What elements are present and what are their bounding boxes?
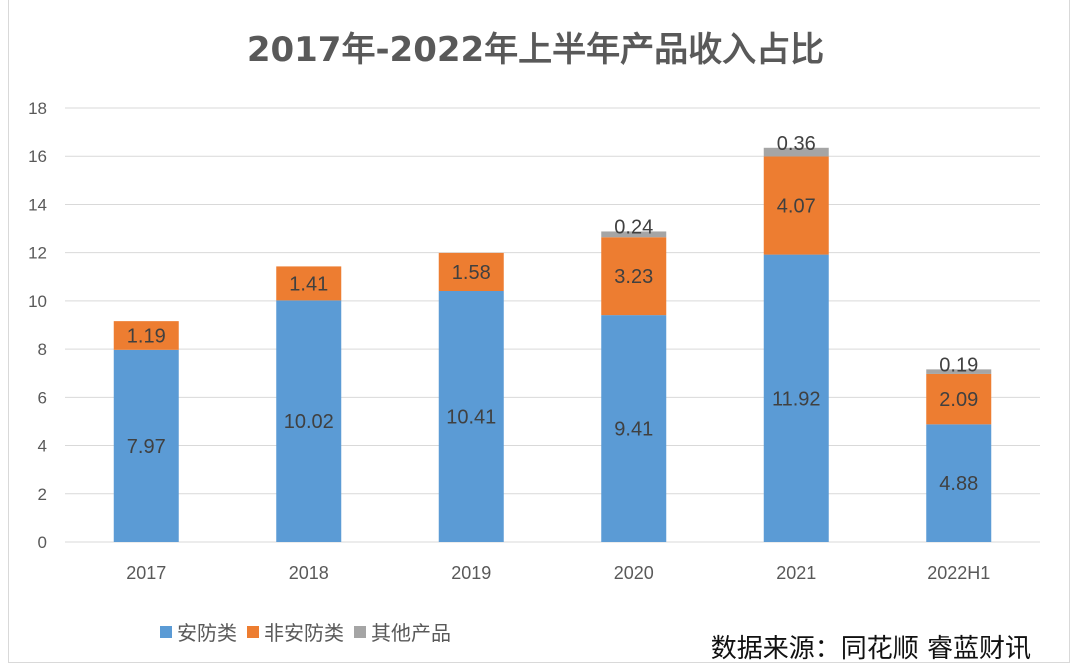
bar-security xyxy=(113,349,179,542)
y-tick-label: 2 xyxy=(38,485,47,504)
bar-non-security xyxy=(601,237,667,316)
data-label: 0.19 xyxy=(939,354,978,376)
y-tick-label: 6 xyxy=(38,388,47,407)
data-label: 7.97 xyxy=(127,436,166,458)
chart-frame xyxy=(8,0,1070,663)
x-tick-label: 2018 xyxy=(289,563,329,583)
y-tick-label: 10 xyxy=(28,292,47,311)
legend-swatch xyxy=(160,625,172,638)
data-label: 1.58 xyxy=(452,262,491,284)
bar-other xyxy=(601,231,667,238)
x-tick-label: 2022H1 xyxy=(927,563,990,583)
data-source: 数据来源：同花顺 睿蓝财讯 xyxy=(710,634,1031,664)
legend-item: 其他产品 xyxy=(354,617,451,646)
x-tick-label: 2019 xyxy=(451,563,491,583)
x-tick-label: 2021 xyxy=(776,563,816,583)
legend-item: 安防类 xyxy=(160,617,237,646)
chart-title: 2017年-2022年上半年产品收入占比 xyxy=(246,30,825,70)
bar-other xyxy=(763,147,829,157)
data-label: 4.07 xyxy=(777,196,816,218)
legend-swatch xyxy=(354,625,366,638)
bar-security xyxy=(276,300,342,542)
y-tick-label: 16 xyxy=(28,147,47,166)
data-label: 1.19 xyxy=(127,325,166,347)
data-label: 0.36 xyxy=(777,133,816,155)
data-label: 10.41 xyxy=(446,407,496,429)
bar-non-security xyxy=(763,156,829,255)
x-tick-label: 2020 xyxy=(614,563,654,583)
y-tick-label: 12 xyxy=(28,244,47,263)
data-label: 1.41 xyxy=(289,273,328,295)
data-label: 2.09 xyxy=(939,389,978,411)
legend-label: 其他产品 xyxy=(371,621,451,645)
data-label: 3.23 xyxy=(614,266,653,288)
bar-security xyxy=(926,424,992,542)
bar-other xyxy=(926,369,992,374)
bar-non-security xyxy=(276,266,342,301)
bar-non-security xyxy=(926,373,992,425)
data-label: 0.24 xyxy=(614,216,653,238)
data-label: 11.92 xyxy=(772,388,821,410)
bar-security xyxy=(763,254,829,542)
bar-non-security xyxy=(438,252,504,292)
legend-label: 非安防类 xyxy=(264,621,344,645)
data-label: 4.88 xyxy=(939,473,978,495)
data-label: 9.41 xyxy=(614,419,653,441)
x-tick-label: 2017 xyxy=(126,563,166,583)
y-tick-label: 18 xyxy=(28,99,47,118)
bar-security xyxy=(438,291,504,542)
legend-swatch xyxy=(247,625,259,638)
legend-item: 非安防类 xyxy=(247,617,344,646)
legend: 安防类 非安防类 其他产品 xyxy=(160,617,451,646)
data-label: 10.02 xyxy=(284,411,334,433)
y-tick-label: 0 xyxy=(38,533,47,552)
y-tick-label: 14 xyxy=(28,195,47,214)
legend-label: 安防类 xyxy=(177,621,237,645)
bar-security xyxy=(601,315,667,542)
y-tick-label: 8 xyxy=(38,340,47,359)
y-tick-label: 4 xyxy=(38,437,47,456)
bar-non-security xyxy=(113,321,179,350)
